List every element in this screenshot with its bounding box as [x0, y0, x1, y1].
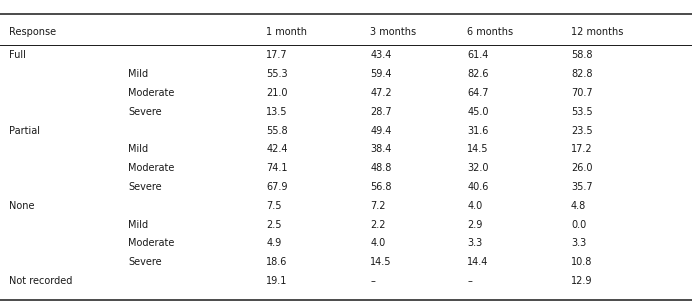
Text: 2.9: 2.9 — [467, 220, 482, 229]
Text: 17.7: 17.7 — [266, 51, 288, 60]
Text: Severe: Severe — [128, 107, 162, 117]
Text: Severe: Severe — [128, 182, 162, 192]
Text: 40.6: 40.6 — [467, 182, 489, 192]
Text: 82.8: 82.8 — [571, 69, 592, 79]
Text: 12.9: 12.9 — [571, 276, 592, 286]
Text: 4.0: 4.0 — [370, 238, 385, 248]
Text: Partial: Partial — [9, 126, 40, 136]
Text: None: None — [9, 201, 35, 211]
Text: 31.6: 31.6 — [467, 126, 489, 136]
Text: 18.6: 18.6 — [266, 257, 288, 267]
Text: 28.7: 28.7 — [370, 107, 392, 117]
Text: –: – — [467, 276, 472, 286]
Text: 3.3: 3.3 — [571, 238, 586, 248]
Text: 56.8: 56.8 — [370, 182, 392, 192]
Text: 58.8: 58.8 — [571, 51, 592, 60]
Text: 70.7: 70.7 — [571, 88, 592, 98]
Text: Full: Full — [9, 51, 26, 60]
Text: Mild: Mild — [128, 69, 148, 79]
Text: 35.7: 35.7 — [571, 182, 592, 192]
Text: Response: Response — [9, 27, 56, 37]
Text: 14.5: 14.5 — [370, 257, 392, 267]
Text: 48.8: 48.8 — [370, 163, 392, 173]
Text: Severe: Severe — [128, 257, 162, 267]
Text: 19.1: 19.1 — [266, 276, 288, 286]
Text: 14.4: 14.4 — [467, 257, 489, 267]
Text: Moderate: Moderate — [128, 88, 174, 98]
Text: 49.4: 49.4 — [370, 126, 392, 136]
Text: 7.2: 7.2 — [370, 201, 385, 211]
Text: –: – — [370, 276, 375, 286]
Text: 4.8: 4.8 — [571, 201, 586, 211]
Text: 55.3: 55.3 — [266, 69, 288, 79]
Text: 2.5: 2.5 — [266, 220, 282, 229]
Text: 42.4: 42.4 — [266, 144, 288, 154]
Text: 4.9: 4.9 — [266, 238, 282, 248]
Text: Moderate: Moderate — [128, 238, 174, 248]
Text: 53.5: 53.5 — [571, 107, 592, 117]
Text: 14.5: 14.5 — [467, 144, 489, 154]
Text: 38.4: 38.4 — [370, 144, 392, 154]
Text: 61.4: 61.4 — [467, 51, 489, 60]
Text: 47.2: 47.2 — [370, 88, 392, 98]
Text: 45.0: 45.0 — [467, 107, 489, 117]
Text: 26.0: 26.0 — [571, 163, 592, 173]
Text: Mild: Mild — [128, 144, 148, 154]
Text: 55.8: 55.8 — [266, 126, 288, 136]
Text: Not recorded: Not recorded — [9, 276, 73, 286]
Text: 7.5: 7.5 — [266, 201, 282, 211]
Text: 12 months: 12 months — [571, 27, 623, 37]
Text: 10.8: 10.8 — [571, 257, 592, 267]
Text: Mild: Mild — [128, 220, 148, 229]
Text: 2.2: 2.2 — [370, 220, 385, 229]
Text: 21.0: 21.0 — [266, 88, 288, 98]
Text: 3.3: 3.3 — [467, 238, 482, 248]
Text: 43.4: 43.4 — [370, 51, 392, 60]
Text: 1 month: 1 month — [266, 27, 307, 37]
Text: Moderate: Moderate — [128, 163, 174, 173]
Text: 64.7: 64.7 — [467, 88, 489, 98]
Text: 6 months: 6 months — [467, 27, 513, 37]
Text: 17.2: 17.2 — [571, 144, 592, 154]
Text: 0.0: 0.0 — [571, 220, 586, 229]
Text: 67.9: 67.9 — [266, 182, 288, 192]
Text: 4.0: 4.0 — [467, 201, 482, 211]
Text: 23.5: 23.5 — [571, 126, 592, 136]
Text: 3 months: 3 months — [370, 27, 417, 37]
Text: 59.4: 59.4 — [370, 69, 392, 79]
Text: 32.0: 32.0 — [467, 163, 489, 173]
Text: 13.5: 13.5 — [266, 107, 288, 117]
Text: 74.1: 74.1 — [266, 163, 288, 173]
Text: 82.6: 82.6 — [467, 69, 489, 79]
